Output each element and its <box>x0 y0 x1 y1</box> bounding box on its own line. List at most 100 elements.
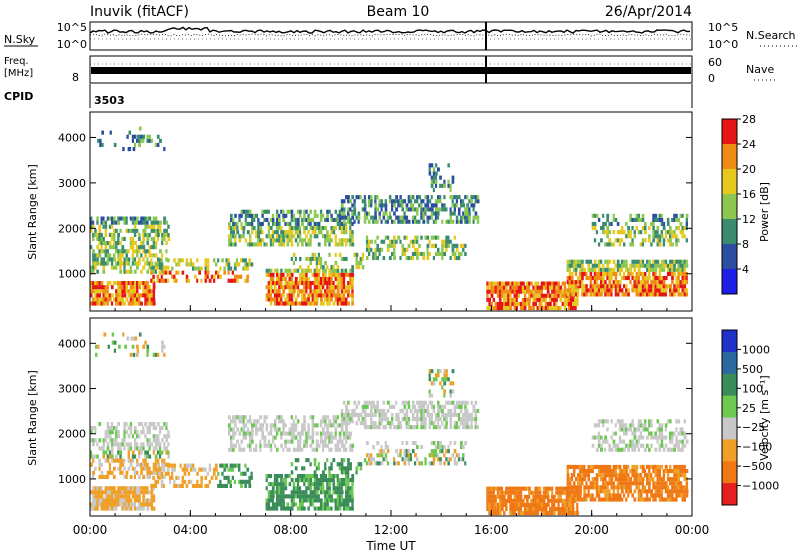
heatmap-cell <box>336 447 340 452</box>
heatmap-cell <box>416 421 419 426</box>
heatmap-cell <box>166 467 170 472</box>
heatmap-cell <box>476 219 480 224</box>
heatmap-cell <box>623 242 626 247</box>
heatmap-cell <box>232 230 235 235</box>
heatmap-cell <box>567 306 571 311</box>
heatmap-cell <box>165 426 168 431</box>
heatmap-cell <box>351 408 355 413</box>
heatmap-cell <box>309 293 312 298</box>
heatmap-cell <box>131 454 135 459</box>
heatmap-cell <box>110 216 114 221</box>
heatmap-cell <box>284 276 287 281</box>
heatmap-cell <box>106 454 110 459</box>
heatmap-cell <box>509 281 512 286</box>
heatmap-cell <box>683 473 687 478</box>
heatmap-cell <box>242 415 246 420</box>
heatmap-cell <box>577 263 580 268</box>
heatmap-cell <box>345 289 348 294</box>
heatmap-cell <box>110 494 114 499</box>
heatmap-cell <box>127 502 131 507</box>
heatmap-cell <box>650 473 653 478</box>
heatmap-cell <box>123 474 126 479</box>
heatmap-cell <box>175 475 178 480</box>
heatmap-cell <box>574 288 578 293</box>
heatmap-cell <box>273 281 277 286</box>
heatmap-cell <box>637 280 640 285</box>
heatmap-cell <box>428 239 431 244</box>
heatmap-cell <box>397 235 401 240</box>
heatmap-cell <box>464 425 467 430</box>
heatmap-cell <box>152 450 155 455</box>
heatmap-cell <box>208 463 211 468</box>
heatmap-cell <box>677 226 681 231</box>
heatmap-cell <box>265 498 269 503</box>
heatmap-cell <box>142 265 146 270</box>
heatmap-cell <box>585 469 589 474</box>
heatmap-cell <box>595 292 599 297</box>
heatmap-cell <box>683 497 686 502</box>
heatmap-cell <box>217 471 220 476</box>
heatmap-cell <box>309 478 313 483</box>
heatmap-cell <box>631 423 635 428</box>
heatmap-cell <box>587 464 590 469</box>
heatmap-cell <box>280 301 283 306</box>
heatmap-cell <box>658 267 661 272</box>
heatmap-cell <box>319 506 323 511</box>
heatmap-cell <box>104 301 107 306</box>
heatmap-cell <box>685 217 688 222</box>
heatmap-cell <box>276 221 279 226</box>
heatmap-cell <box>604 489 607 494</box>
heatmap-cell <box>637 213 640 218</box>
heatmap-cell <box>574 267 578 272</box>
heatmap-cell <box>368 243 371 248</box>
heatmap-cell <box>307 242 310 247</box>
heatmap-cell <box>131 245 135 250</box>
heatmap-cell <box>140 134 143 139</box>
heatmap-cell <box>519 511 523 516</box>
heatmap-cell <box>455 461 459 466</box>
heatmap-cell <box>353 211 357 216</box>
heatmap-cell <box>631 469 634 474</box>
heatmap-cell <box>583 497 586 502</box>
heatmap-cell <box>669 271 672 276</box>
heatmap-cell <box>117 281 120 286</box>
heatmap-cell <box>589 497 593 502</box>
heatmap-cell <box>128 147 131 152</box>
heatmap-cell <box>574 271 578 276</box>
heatmap-cell <box>280 494 283 499</box>
heatmap-cell <box>332 230 336 235</box>
heatmap-cell <box>232 415 235 420</box>
heatmap-cell <box>635 477 638 482</box>
heatmap-cell <box>328 285 331 290</box>
heatmap-cell <box>422 404 426 409</box>
heatmap-cell <box>652 485 656 490</box>
heatmap-cell <box>572 469 576 474</box>
heatmap-cell <box>296 478 300 483</box>
heatmap-cell <box>589 485 593 490</box>
heatmap-cell <box>511 511 514 516</box>
heatmap-cell <box>566 276 570 281</box>
heatmap-cell <box>90 506 93 511</box>
heatmap-cell <box>637 271 641 276</box>
heatmap-cell <box>500 285 504 290</box>
heatmap-cell <box>282 238 286 243</box>
heatmap-cell <box>142 289 145 294</box>
heatmap-cell <box>115 506 118 511</box>
heatmap-cell <box>604 485 607 490</box>
heatmap-cell <box>368 412 371 417</box>
heatmap-cell <box>232 217 235 222</box>
heatmap-cell <box>104 434 107 439</box>
heatmap-cell <box>315 474 318 479</box>
heatmap-cell <box>553 502 556 507</box>
heatmap-cell <box>286 230 290 235</box>
heatmap-cell <box>280 435 283 440</box>
heatmap-cell <box>311 252 314 257</box>
heatmap-cell <box>434 417 438 422</box>
heatmap-cell <box>334 419 338 424</box>
heatmap-cell <box>612 230 616 235</box>
heatmap-cell <box>104 249 107 254</box>
heatmap-cell <box>104 220 108 225</box>
heatmap-cell <box>351 238 354 243</box>
heatmap-cell <box>386 461 390 466</box>
heatmap-cell <box>219 479 222 484</box>
